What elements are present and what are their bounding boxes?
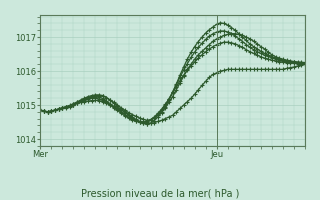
Text: Pression niveau de la mer( hPa ): Pression niveau de la mer( hPa )	[81, 188, 239, 198]
